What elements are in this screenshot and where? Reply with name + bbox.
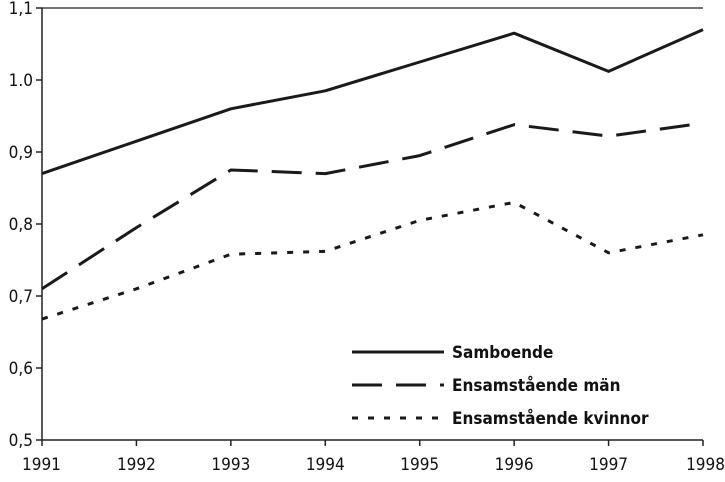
x-tick-label: 1995 [400,455,439,475]
x-tick-label: 1991 [22,455,61,475]
series-line-2 [41,200,704,321]
x-tick-label: 1993 [211,455,250,475]
axis-ticks: 0,5 0,6 0,7 0,8 0,9 1.0 1,1 1991 1992 1993 1994 199… [9,0,725,475]
legend-label-0: Samboende [452,343,553,363]
series-lines [41,28,704,321]
y-tick-label: 0,5 [9,431,33,451]
series-line-1 [41,121,704,291]
legend: Samboende Ensamstående män Ensamstående kv… [352,343,649,429]
x-tick-label: 1998 [686,455,725,475]
legend-label-1: Ensamstående män [452,374,621,396]
x-tick-label: 1992 [117,455,156,475]
series-line-0 [41,28,704,176]
y-tick-label: 0,8 [9,215,33,235]
x-tick-label: 1996 [495,455,534,475]
legend-label-2: Ensamstående kvinnor [452,407,649,429]
x-tick-label: 1994 [306,455,345,475]
y-tick-label: 0,7 [9,287,33,307]
x-tick-label: 1997 [589,455,628,475]
y-tick-label: 0,6 [9,359,33,379]
y-tick-label: 0,9 [9,143,33,163]
y-tick-label: 1.0 [9,71,33,91]
y-tick-label: 1,1 [9,0,33,19]
